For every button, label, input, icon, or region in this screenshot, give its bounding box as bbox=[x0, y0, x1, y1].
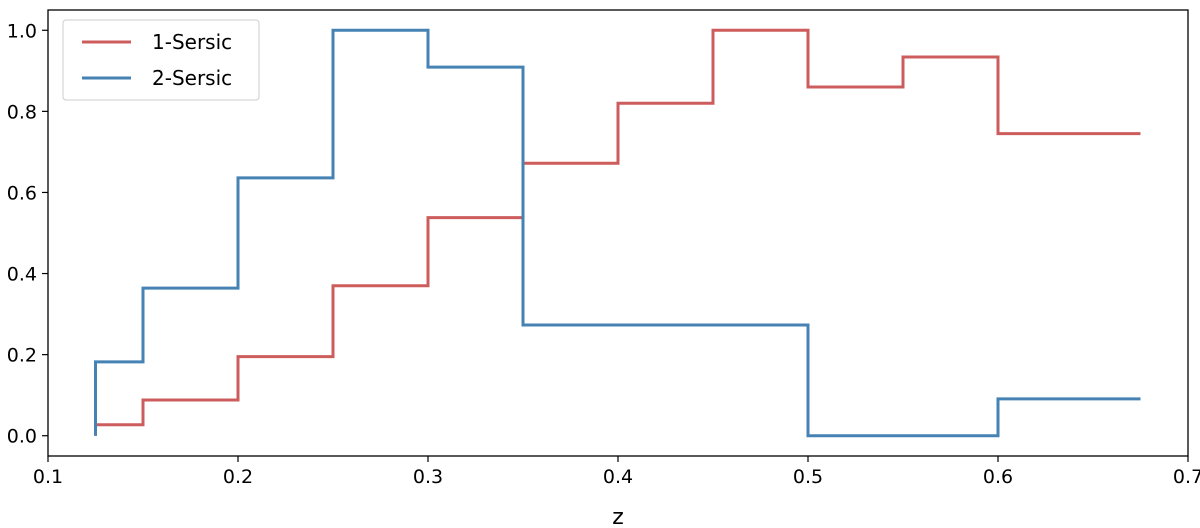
y-axis: 0.0 0.2 0.4 0.6 0.8 1.0 bbox=[7, 20, 48, 448]
legend-label: 1-Sersic bbox=[152, 30, 232, 54]
y-tick-label: 1.0 bbox=[7, 20, 37, 42]
series-line-1 bbox=[94, 28, 1141, 436]
legend-label: 2-Sersic bbox=[152, 66, 232, 90]
x-tick-label: 0.7 bbox=[1173, 466, 1200, 488]
y-tick-label: 0.8 bbox=[7, 101, 37, 123]
y-tick-label: 0.0 bbox=[7, 426, 37, 448]
x-axis: 0.1 0.2 0.3 0.4 0.5 0.6 0.7 bbox=[33, 456, 1200, 488]
y-tick-label: 0.6 bbox=[7, 182, 37, 204]
series-layer bbox=[94, 28, 1141, 438]
legend-box bbox=[62, 19, 260, 101]
x-tick-label: 0.5 bbox=[793, 466, 823, 488]
x-tick-label: 0.1 bbox=[33, 466, 63, 488]
x-tick-label: 0.2 bbox=[223, 466, 253, 488]
x-tick-label: 0.6 bbox=[983, 466, 1013, 488]
x-tick-label: 0.3 bbox=[413, 466, 443, 488]
series-line-2 bbox=[94, 28, 1141, 438]
y-tick-label: 0.4 bbox=[7, 264, 37, 286]
x-tick-label: 0.4 bbox=[603, 466, 633, 488]
x-axis-label: z bbox=[612, 505, 624, 528]
y-tick-label: 0.2 bbox=[7, 345, 37, 367]
legend: 1-Sersic 2-Sersic bbox=[62, 19, 260, 101]
